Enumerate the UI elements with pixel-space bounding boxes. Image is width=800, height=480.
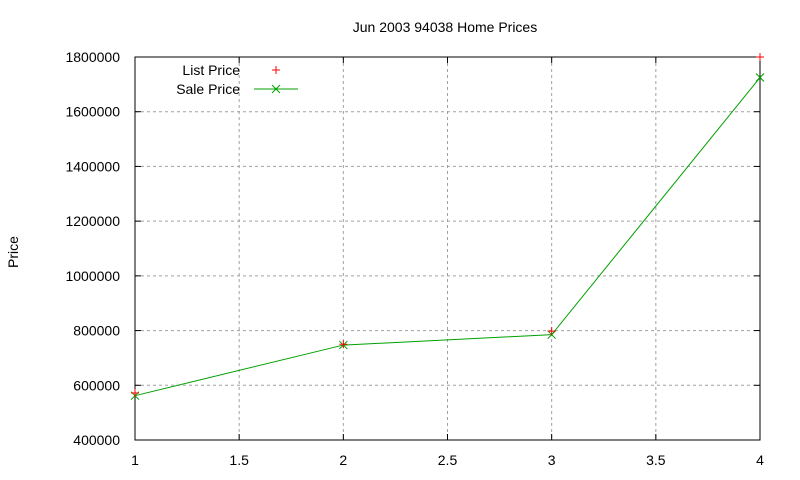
- legend-label: Sale Price: [176, 81, 240, 97]
- chart-title: Jun 2003 94038 Home Prices: [353, 19, 537, 35]
- plot-border: [134, 56, 761, 441]
- y-axis-label: Price: [5, 236, 21, 268]
- x-tick-label: 2: [339, 452, 347, 468]
- y-tick-label: 600000: [73, 377, 120, 393]
- y-tick-label: 400000: [73, 432, 120, 448]
- x-tick-label: 3: [548, 452, 556, 468]
- series-sale-price: [130, 73, 765, 401]
- x-tick-label: 1: [131, 452, 139, 468]
- x-tick-label: 1.5: [229, 452, 249, 468]
- x-tick-label: 2.5: [438, 452, 458, 468]
- data-series: [130, 53, 765, 401]
- y-tick-label: 1800000: [65, 49, 120, 65]
- y-tick-label: 1000000: [65, 268, 120, 284]
- y-tick-label: 800000: [73, 323, 120, 339]
- grid-lines: [135, 57, 760, 440]
- y-tick-label: 1200000: [65, 213, 120, 229]
- legend: List Price Sale Price: [176, 62, 298, 97]
- x-tick-label: 3.5: [646, 452, 666, 468]
- legend-label: List Price: [182, 62, 240, 78]
- series-list-price: [131, 53, 764, 397]
- y-tick-label: 1400000: [65, 158, 120, 174]
- y-tick-label: 1600000: [65, 104, 120, 120]
- axis-ticks: 1 1.5 2 2.5 3 3.5 4 400000 600000 800000 1000000 12…: [65, 49, 764, 468]
- x-tick-label: 4: [756, 452, 764, 468]
